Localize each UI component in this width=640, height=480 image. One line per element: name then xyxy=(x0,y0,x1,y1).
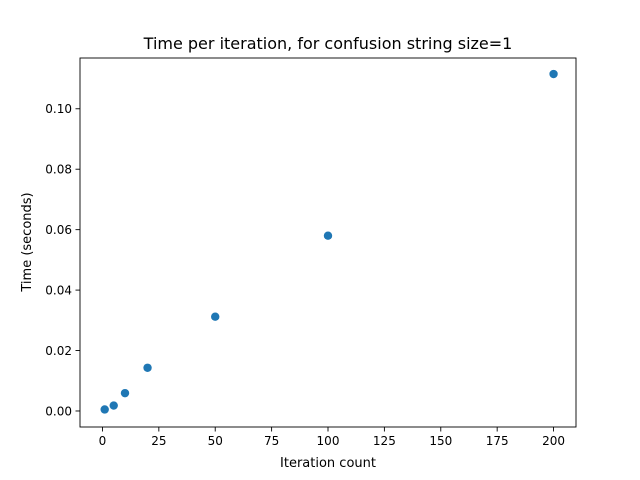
x-tick-label: 100 xyxy=(317,434,340,448)
x-tick-label: 150 xyxy=(429,434,452,448)
axes-frame xyxy=(79,57,577,428)
data-point xyxy=(143,363,152,372)
x-tick-label: 25 xyxy=(151,434,166,448)
y-tick-label: 0.08 xyxy=(45,163,72,177)
x-tick-label: 125 xyxy=(373,434,396,448)
y-axis-label: Time (seconds) xyxy=(20,192,35,292)
data-point xyxy=(109,401,118,410)
x-axis-label: Iteration count xyxy=(280,456,376,471)
chart-title: Time per iteration, for confusion string… xyxy=(143,34,513,53)
x-tick-label: 200 xyxy=(542,434,565,448)
x-tick-label: 0 xyxy=(99,434,107,448)
data-point xyxy=(100,405,109,414)
x-tick-label: 175 xyxy=(486,434,509,448)
x-tick-label: 75 xyxy=(264,434,279,448)
y-tick-label: 0.10 xyxy=(45,102,72,116)
data-point xyxy=(549,69,558,79)
data-point xyxy=(323,231,333,240)
x-tick-label: 50 xyxy=(208,434,223,448)
y-tick-label: 0.00 xyxy=(45,404,72,418)
data-point xyxy=(120,388,130,398)
plot-area: 0 25 50 75 100 125 150 175 200 0.00 0.02 0.04 0.06 0.… xyxy=(45,57,577,448)
y-tick-label: 0.02 xyxy=(45,344,72,358)
y-tick-label: 0.04 xyxy=(45,283,72,297)
data-point xyxy=(211,312,220,321)
y-tick-label: 0.06 xyxy=(45,223,72,237)
